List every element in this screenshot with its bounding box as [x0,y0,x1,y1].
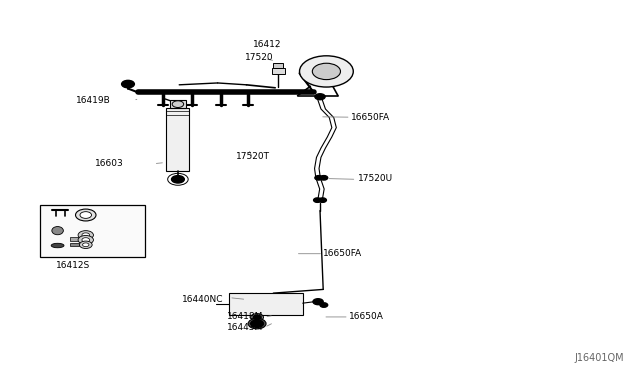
Circle shape [320,176,328,180]
Circle shape [172,176,184,183]
Bar [229,293,303,315]
Circle shape [78,231,93,240]
Bar [272,68,285,74]
Ellipse shape [52,227,63,235]
Bar [70,243,79,246]
Circle shape [122,80,134,88]
Text: 16412S: 16412S [56,262,91,270]
Circle shape [300,56,353,87]
Circle shape [319,198,326,202]
Bar [70,237,79,241]
Circle shape [76,209,96,221]
Text: 16650FA: 16650FA [351,113,390,122]
Text: 16418M: 16418M [227,312,264,321]
Circle shape [82,238,90,242]
Bar [273,63,283,68]
Circle shape [80,212,92,218]
Circle shape [82,233,90,237]
Bar [170,100,186,108]
Circle shape [83,243,89,247]
Circle shape [172,101,184,108]
Circle shape [312,63,340,80]
Text: 16443M: 16443M [227,323,264,332]
Bar [166,108,189,171]
Circle shape [253,315,261,320]
Circle shape [79,241,92,248]
Circle shape [248,318,266,329]
Circle shape [78,235,93,244]
Text: 16440NC: 16440NC [182,295,224,304]
Circle shape [251,314,264,321]
Circle shape [314,198,321,202]
Text: 17520U: 17520U [358,174,394,183]
Text: 16412: 16412 [253,40,282,49]
Circle shape [315,94,325,100]
Text: 17520: 17520 [245,53,274,62]
Text: 16603: 16603 [95,159,124,168]
Bar [40,205,145,257]
Circle shape [251,320,264,327]
Circle shape [320,303,328,307]
Circle shape [315,176,323,180]
Ellipse shape [51,243,64,248]
Text: 16419B: 16419B [76,96,110,105]
Text: J16401QM: J16401QM [574,353,624,363]
Text: 16650A: 16650A [349,312,383,321]
Circle shape [313,299,323,305]
Text: 17520T: 17520T [236,153,269,161]
Text: 16650FA: 16650FA [323,249,362,258]
